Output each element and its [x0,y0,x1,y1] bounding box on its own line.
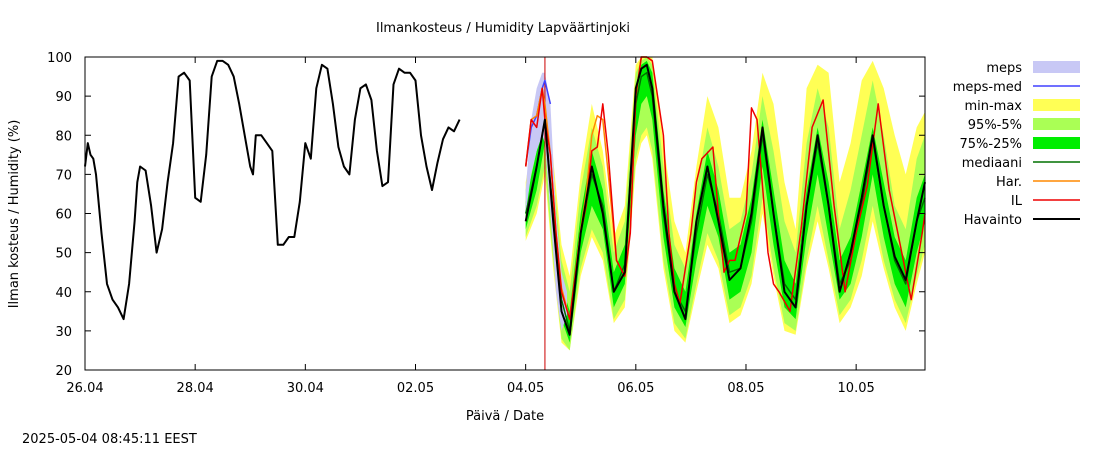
y-tick-label: 90 [55,90,72,105]
legend-label: meps [986,61,1022,76]
x-tick-label: 30.04 [287,381,324,396]
y-tick-label: 40 [55,286,72,301]
y-tick-label: 70 [55,168,72,183]
legend: meps meps-med min-max 95%-5% 75%-25% mediaani… [953,61,1080,228]
legend-label: 95%-5% [968,118,1022,133]
x-tick-label: 02.05 [397,381,434,396]
x-tick-label: 28.04 [177,381,214,396]
x-tick-label: 08.05 [727,381,764,396]
series-lines [84,56,926,370]
legend-label: Havainto [964,213,1022,228]
x-tick-label: 04.05 [507,381,544,396]
timestamp: 2025-05-04 08:45:11 EEST [22,432,197,447]
legend-label: Har. [996,175,1022,190]
x-tick-label: 26.04 [66,381,103,396]
legend-label: IL [1011,194,1023,209]
legend-swatch [1033,99,1080,111]
chart-title: Ilmankosteus / Humidity Lapväärtinjoki [376,21,630,36]
legend-swatch [1033,137,1080,149]
x-axis-label: Päivä / Date [466,409,544,424]
y-tick-label: 80 [55,129,72,144]
x-tick-label: 06.05 [617,381,654,396]
legend-label: meps-med [953,80,1022,95]
legend-label: mediaani [962,156,1022,171]
y-tick-label: 60 [55,208,72,223]
y-tick-label: 100 [47,51,72,66]
legend-label: min-max [964,99,1022,114]
y-tick-label: 20 [55,364,72,379]
legend-swatch [1033,61,1080,73]
y-axis-label: Ilman kosteus / Humidity (%) [7,120,22,309]
y-tick-label: 50 [55,247,72,262]
line-havainto [84,59,461,321]
legend-label: 75%-25% [960,137,1022,152]
line-havainto-forecast [524,63,926,336]
y-tick-label: 30 [55,325,72,340]
x-tick-label: 10.05 [838,381,875,396]
legend-swatch [1033,118,1080,130]
plot-frame: 20 30 40 50 60 70 80 90 100 26.04 28.04 30.04 02.05 0… [47,51,926,396]
band-95-5 [525,57,925,351]
